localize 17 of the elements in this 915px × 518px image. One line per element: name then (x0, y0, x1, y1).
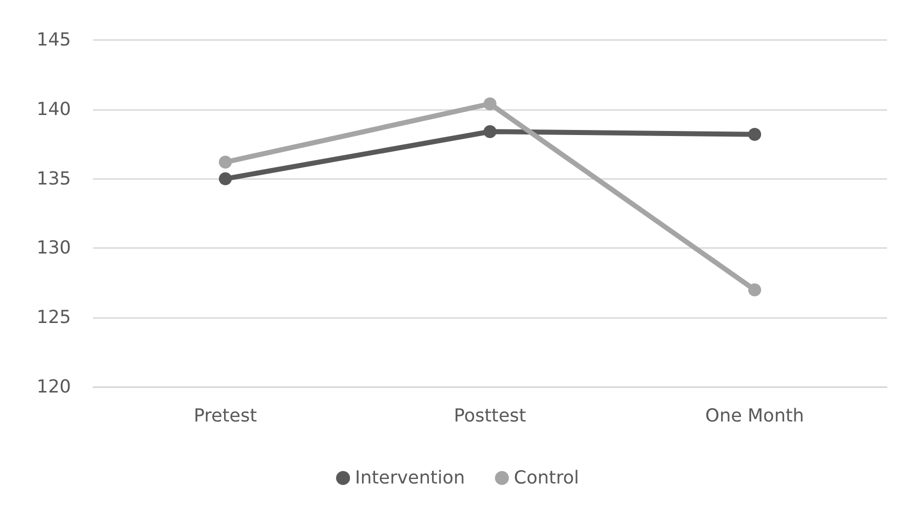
y-tick-label: 140 (36, 98, 71, 120)
legend-label: Control (514, 468, 579, 488)
x-tick-label: Pretest (194, 406, 257, 426)
x-tick-label: One Month (705, 406, 804, 426)
point (484, 97, 496, 110)
y-tick-label: 130 (36, 238, 71, 259)
point (218, 172, 232, 186)
x-tick-label: Posttest (454, 406, 526, 426)
y-tick-label: 120 (36, 376, 71, 398)
point (748, 283, 762, 296)
y-tick-label: 145 (36, 30, 71, 50)
point (748, 128, 762, 141)
point (218, 156, 232, 169)
y-tick-label: 125 (36, 307, 71, 328)
legend-label: Intervention (355, 468, 465, 488)
point (484, 125, 496, 138)
y-tick-label: 135 (36, 168, 71, 190)
